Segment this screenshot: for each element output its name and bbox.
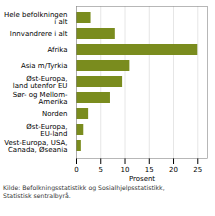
svg-text:10: 10 <box>121 166 130 174</box>
html-text:Kilde: Befolkningsstatistikk o: Kilde: Befolkningsstatistikk og Sosialhj… <box>3 184 165 200</box>
svg-text:5: 5 <box>99 166 103 174</box>
svg-text:Afrika: Afrika <box>47 46 67 54</box>
svg-text:Øst-Europa,land utenfor EU: Øst-Europa,land utenfor EU <box>13 75 68 90</box>
svg-text:Prosent: Prosent <box>129 175 155 183</box>
svg-text:Vest-Europa, USA,Canada, Øsean: Vest-Europa, USA,Canada, Øseania <box>4 139 67 154</box>
svg-text:Øst-Europa,EU-land: Øst-Europa,EU-land <box>26 123 67 138</box>
svg-text:Norden: Norden <box>42 110 67 118</box>
svg-text:Innvandrere i alt: Innvandrere i alt <box>10 30 68 38</box>
svg-text:Asia m/Tyrkia: Asia m/Tyrkia <box>21 62 68 70</box>
svg-text:25: 25 <box>193 166 202 174</box>
svg-text:20: 20 <box>169 166 178 174</box>
svg-text:15: 15 <box>145 166 154 174</box>
svg-text:Hele befolkningeni alt: Hele befolkningeni alt <box>4 11 68 26</box>
svg-text:Sør- og Mellom-Amerika: Sør- og Mellom-Amerika <box>13 91 68 106</box>
svg-text:0: 0 <box>74 166 78 174</box>
